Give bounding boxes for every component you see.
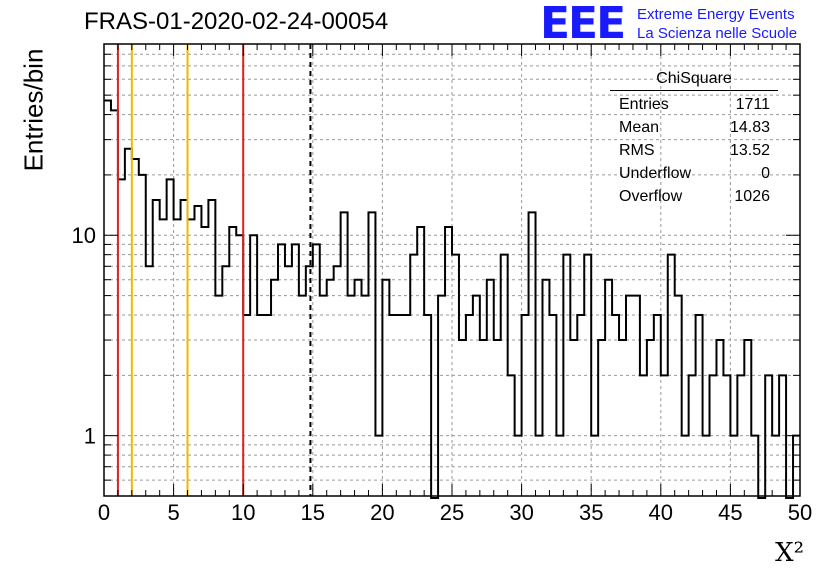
stats-label: Entries	[619, 96, 669, 113]
stats-value: 14.83	[729, 119, 770, 136]
y-tick-label: 10	[72, 223, 96, 248]
logo-line-1: Extreme Energy Events	[637, 6, 795, 23]
y-tick-label: 1	[84, 424, 96, 449]
x-tick-label: 20	[370, 500, 394, 525]
x-tick-label: 40	[649, 500, 673, 525]
stats-value: 13.52	[729, 142, 770, 159]
stats-row-underflow: Underflow 0	[610, 162, 778, 185]
stats-title: ChiSquare	[610, 68, 778, 91]
stats-value: 1711	[735, 96, 770, 113]
stats-value: 0	[761, 165, 770, 182]
stats-label: Overflow	[619, 188, 683, 205]
stats-row-overflow: Overflow 1026	[610, 185, 778, 208]
histogram-series	[104, 99, 800, 499]
stats-value: 1026	[734, 188, 770, 205]
stats-row-rms: RMS 13.52	[610, 139, 778, 162]
x-tick-label: 0	[98, 500, 110, 525]
x-tick-label: 10	[231, 500, 255, 525]
x-tick-label: 5	[167, 500, 179, 525]
stats-label: Underflow	[619, 165, 692, 182]
stats-row-mean: Mean 14.83	[610, 116, 778, 139]
logo-line-2: La Scienza nelle Scuole	[637, 25, 798, 42]
y-axis-label: Entries/bin	[18, 48, 49, 172]
stats-row-entries: Entries 1711	[610, 93, 778, 116]
eee-logo: EEE	[540, 0, 626, 49]
x-tick-label: 35	[579, 500, 603, 525]
x-tick-label: 15	[301, 500, 325, 525]
stats-label: Mean	[619, 119, 660, 136]
x-tick-label: 25	[440, 500, 464, 525]
x-tick-label: 30	[509, 500, 533, 525]
stats-box: ChiSquare Entries 1711 Mean 14.83 RMS 13…	[610, 68, 778, 208]
x-axis-label: X²	[775, 538, 804, 568]
x-tick-label: 50	[788, 500, 812, 525]
chart-title: FRAS-01-2020-02-24-00054	[84, 8, 389, 35]
x-tick-label: 45	[718, 500, 742, 525]
stats-label: RMS	[619, 142, 655, 159]
